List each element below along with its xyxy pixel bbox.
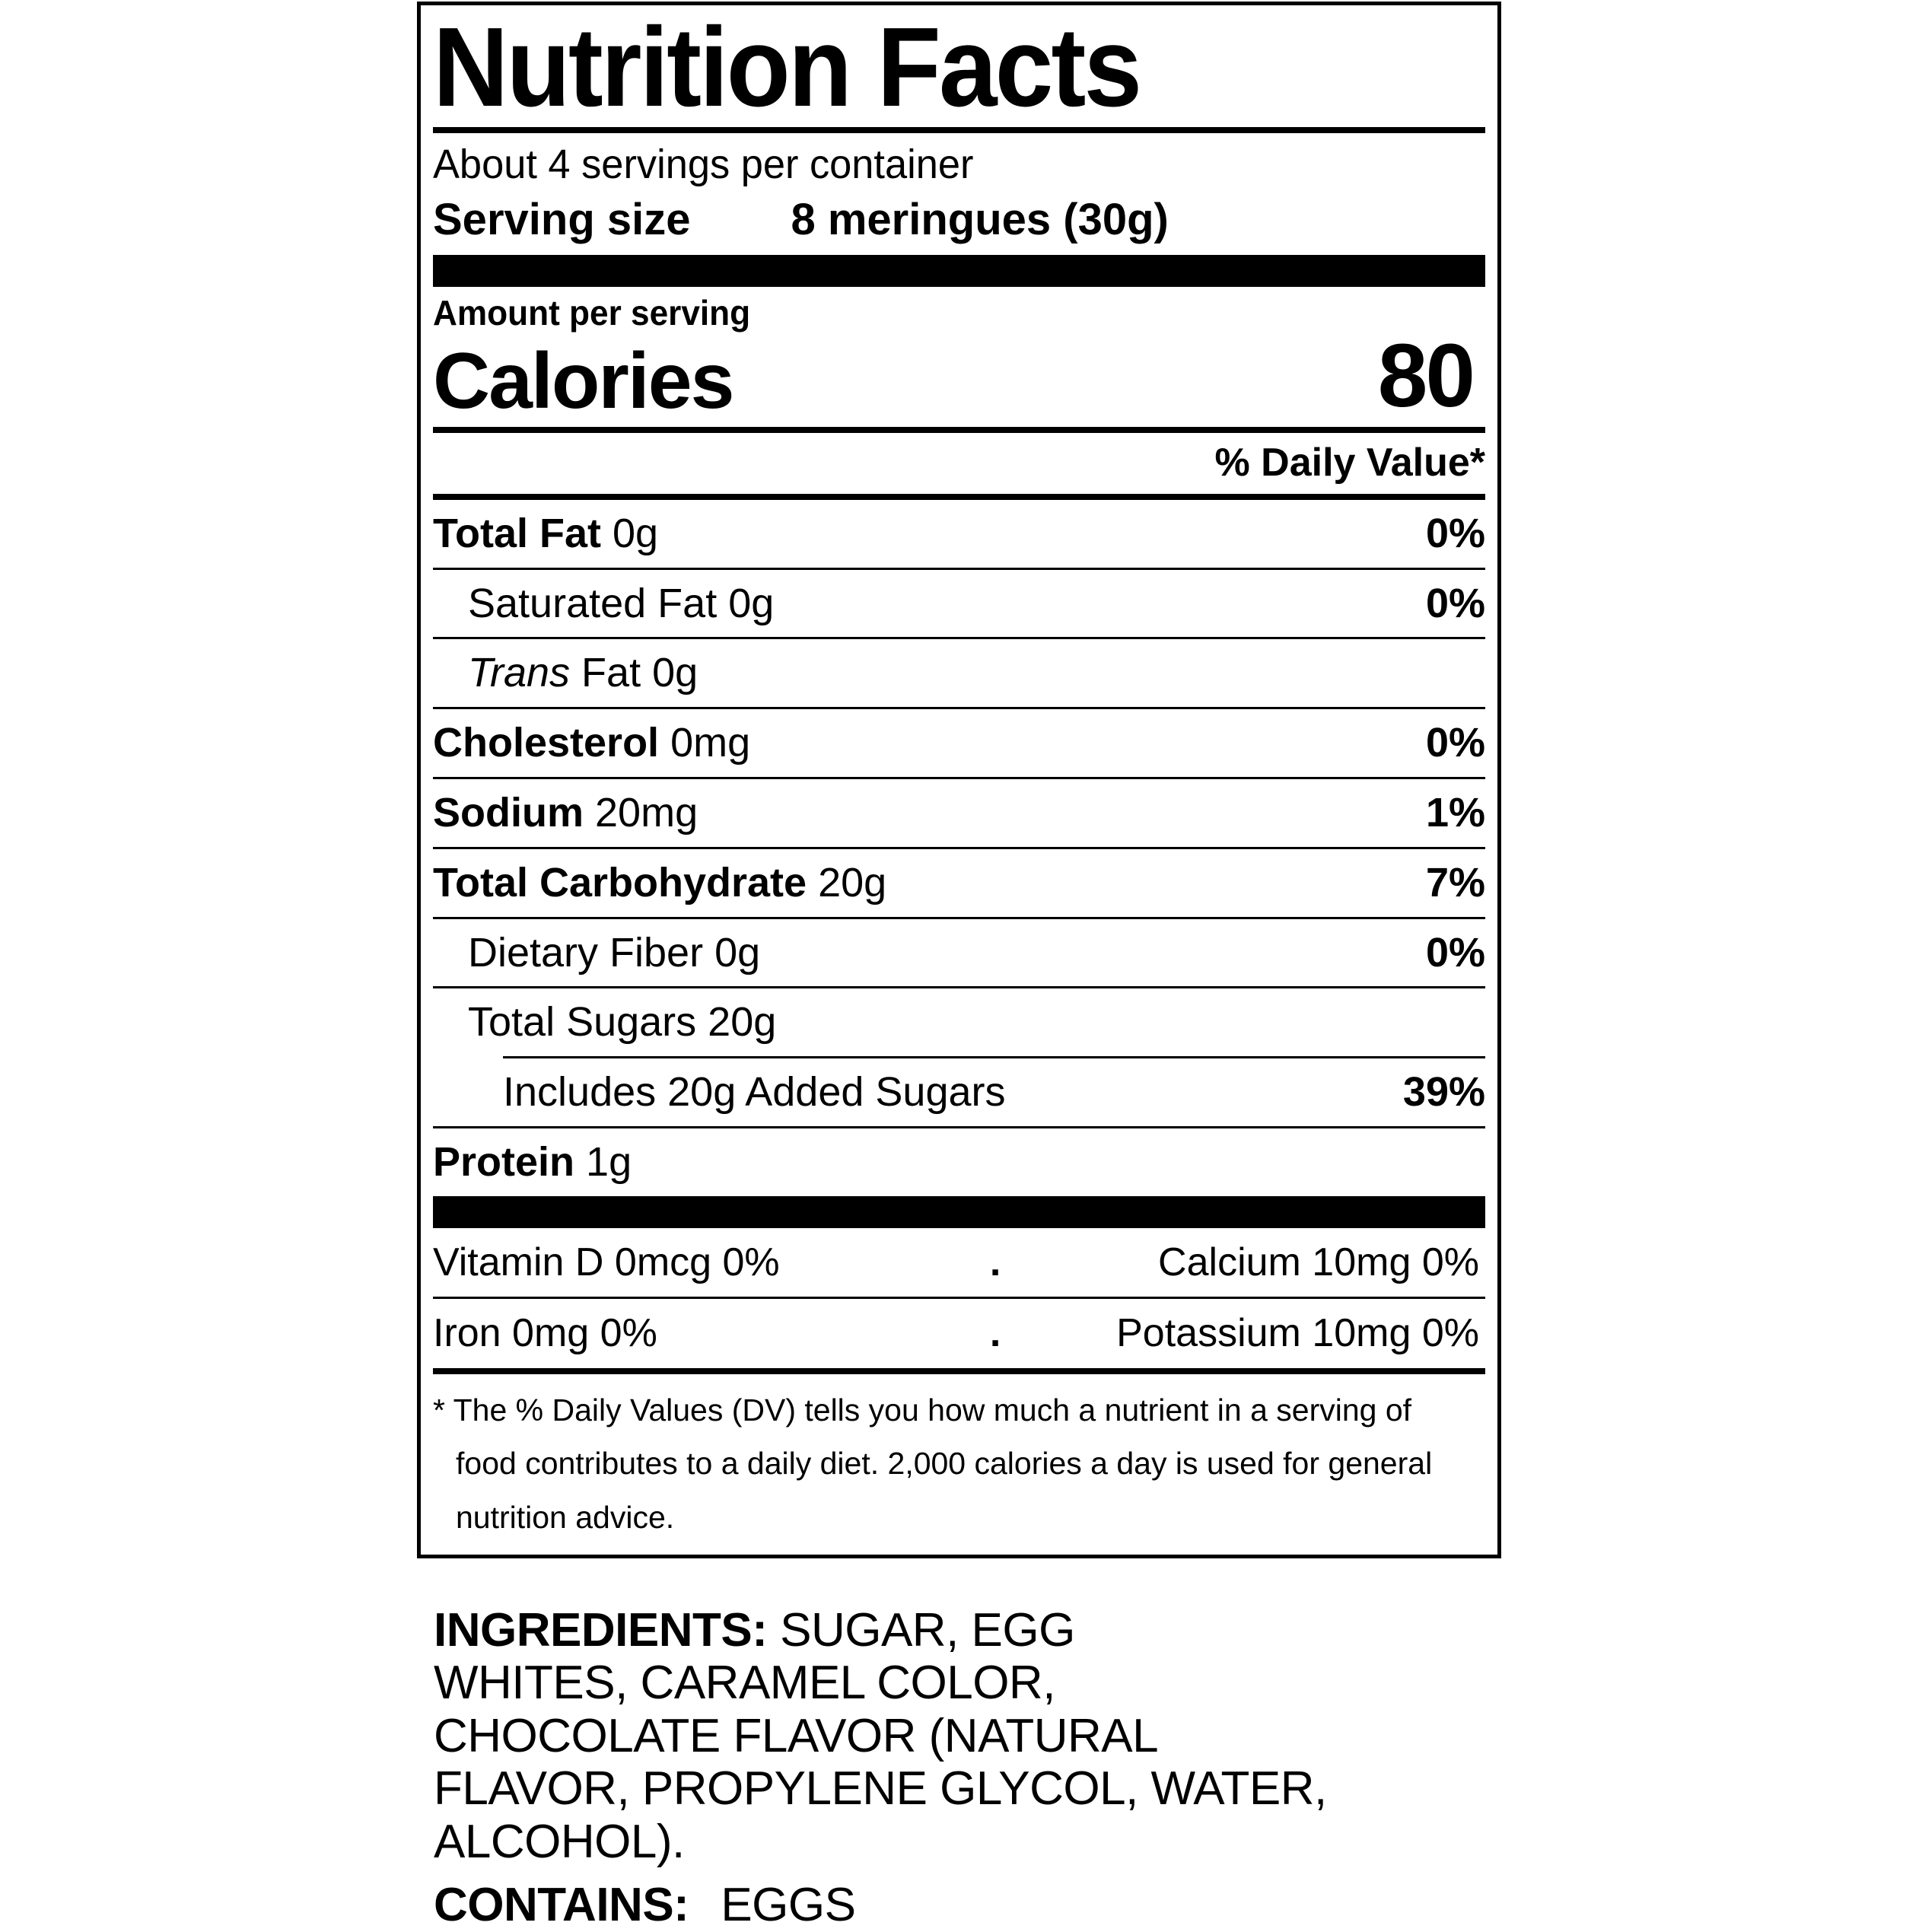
micronutrients-divider-top	[433, 1195, 1485, 1228]
ingredients-heading: INGREDIENTS:	[434, 1604, 768, 1657]
contains-label: CONTAINS:	[434, 1879, 689, 1932]
row-vitamin-d-calcium: Vitamin D 0mcg 0% . Calcium 10mg 0%	[433, 1228, 1485, 1297]
row-protein-amount: 1g	[586, 1138, 632, 1185]
potassium-value: Potassium 10mg 0%	[1116, 1311, 1479, 1356]
row-saturated-fat-dv: 0%	[1425, 580, 1485, 626]
row-trans-fat-italic: Trans	[468, 650, 571, 696]
row-total-sugars: Total Sugars 20g	[433, 988, 1485, 1056]
servings-per-container: About 4 servings per container	[433, 142, 974, 187]
row-total-fat-name: Total Fat	[433, 510, 601, 556]
ingredients-line-3: CHOCOLATE FLAVOR (NATURAL	[434, 1709, 1159, 1762]
divider-after-total-fat	[433, 567, 1485, 570]
divider-after-saturated-fat	[433, 637, 1485, 640]
row-total-sugars-label: Total Sugars 20g	[468, 999, 777, 1046]
footnote-line-1: * The % Daily Values (DV) tells you how …	[433, 1392, 1412, 1428]
row-dietary-fiber-label: Dietary Fiber 0g	[468, 929, 761, 976]
vitamin-d-value: Vitamin D 0mcg 0%	[433, 1240, 780, 1284]
title-divider	[433, 127, 1485, 133]
footnote-line-2: food contributes to a daily diet. 2,000 …	[456, 1446, 1433, 1482]
iron-value: Iron 0mg 0%	[433, 1311, 657, 1356]
row-cholesterol-label: Cholesterol 0mg	[433, 718, 1426, 768]
row-cholesterol: Cholesterol 0mg 0%	[433, 709, 1485, 777]
divider-after-vitamin-d	[433, 1297, 1485, 1300]
ingredients-line-5: ALCOHOL).	[434, 1815, 685, 1868]
contains-value: EGGS	[721, 1879, 856, 1932]
row-total-fat: Total Fat 0g 0%	[433, 500, 1485, 568]
ingredients-line-1-rest: SUGAR, EGG	[767, 1604, 1075, 1657]
divider-after-total-sugars	[503, 1056, 1485, 1059]
row-protein-name: Protein	[433, 1138, 575, 1185]
daily-value-footnote: * The % Daily Values (DV) tells you how …	[433, 1374, 1485, 1545]
row-trans-fat-label: Trans Fat 0g	[468, 648, 1485, 698]
row-total-carbohydrate-dv: 7%	[1425, 859, 1485, 906]
divider-after-dietary-fiber	[433, 986, 1485, 989]
row-total-fat-dv: 0%	[1425, 510, 1485, 556]
row-trans-fat: Trans Fat 0g	[433, 639, 1485, 707]
separator-dot-icon: .	[989, 1240, 1001, 1284]
calcium-value: Calcium 10mg 0%	[1158, 1240, 1479, 1284]
row-total-fat-label: Total Fat 0g	[433, 509, 1426, 559]
calories-section-divider-top	[433, 255, 1485, 288]
calories-section-divider-bottom	[433, 427, 1485, 434]
row-total-carbohydrate-label: Total Carbohydrate 20g	[433, 858, 1426, 908]
footnote-divider	[433, 1367, 1485, 1374]
row-trans-fat-rest: Fat 0g	[581, 650, 698, 696]
row-added-sugars-label: Includes 20g Added Sugars	[503, 1069, 1006, 1116]
ingredients-line-2: WHITES, CARAMEL COLOR,	[434, 1657, 1055, 1710]
nutrition-facts-panel: Nutrition Facts About 4 servings per con…	[417, 2, 1501, 1559]
amount-per-serving-label: Amount per serving	[433, 293, 751, 333]
row-total-carbohydrate: Total Carbohydrate 20g 7%	[433, 849, 1485, 917]
row-total-fat-amount: 0g	[613, 510, 659, 556]
row-dietary-fiber-dv: 0%	[1425, 929, 1485, 976]
row-total-carbohydrate-amount: 20g	[818, 859, 887, 906]
serving-size-value: 8 meringues (30g)	[791, 195, 1169, 245]
row-protein-label: Protein 1g	[433, 1138, 1485, 1187]
nutrients-divider-top	[433, 493, 1485, 500]
ingredients-block: INGREDIENTS: SUGAR, EGG WHITES, CARAMEL …	[434, 1604, 1575, 1932]
row-sodium-amount: 20mg	[595, 789, 698, 836]
row-saturated-fat: Saturated Fat 0g 0%	[433, 570, 1485, 638]
row-sodium-name: Sodium	[433, 789, 584, 836]
row-sodium-label: Sodium 20mg	[433, 788, 1426, 838]
serving-size-label: Serving size	[433, 195, 691, 245]
footnote-line-3: nutrition advice.	[456, 1499, 675, 1535]
ingredients-line-4: FLAVOR, PROPYLENE GLYCOL, WATER,	[434, 1762, 1327, 1816]
row-cholesterol-amount: 0mg	[670, 720, 751, 766]
divider-after-added-sugars	[433, 1125, 1485, 1128]
serving-size-row: Serving size 8 meringues (30g)	[433, 192, 1485, 255]
row-iron-potassium: Iron 0mg 0% . Potassium 10mg 0%	[433, 1299, 1485, 1367]
divider-after-trans-fat	[433, 707, 1485, 710]
panel-title: Nutrition Facts	[433, 5, 1142, 130]
calories-value: 80	[1377, 326, 1475, 427]
row-added-sugars: Includes 20g Added Sugars 39%	[433, 1058, 1485, 1126]
row-saturated-fat-label: Saturated Fat 0g	[468, 580, 775, 626]
row-total-carbohydrate-name: Total Carbohydrate	[433, 859, 807, 906]
daily-value-header: % Daily Value*	[1214, 441, 1485, 485]
divider-after-total-carbohydrate	[433, 916, 1485, 919]
row-dietary-fiber: Dietary Fiber 0g 0%	[433, 919, 1485, 987]
row-sodium: Sodium 20mg 1%	[433, 779, 1485, 847]
divider-after-sodium	[433, 846, 1485, 849]
calories-label: Calories	[433, 337, 734, 426]
row-protein: Protein 1g	[433, 1128, 1485, 1196]
row-cholesterol-dv: 0%	[1425, 720, 1485, 766]
ingredients-line-1: INGREDIENTS: SUGAR, EGG	[434, 1604, 1575, 1657]
divider-after-cholesterol	[433, 776, 1485, 779]
calories-row: Calories 80	[433, 331, 1485, 427]
row-sodium-dv: 1%	[1425, 789, 1485, 836]
row-added-sugars-dv: 39%	[1402, 1069, 1485, 1116]
contains-statement: CONTAINS: EGGS	[434, 1868, 1575, 1931]
separator-dot-icon-2: .	[989, 1311, 1001, 1356]
row-cholesterol-name: Cholesterol	[433, 720, 660, 766]
